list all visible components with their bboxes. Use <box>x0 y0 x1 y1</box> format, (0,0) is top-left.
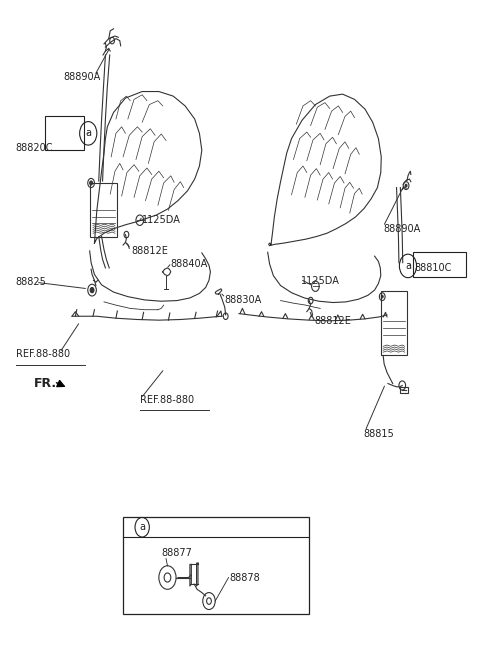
Text: 88840A: 88840A <box>171 259 208 269</box>
Bar <box>123 518 309 614</box>
Text: 88877: 88877 <box>161 548 192 558</box>
Circle shape <box>381 295 383 298</box>
Text: 88890A: 88890A <box>63 72 101 81</box>
Text: 1125DA: 1125DA <box>301 276 340 286</box>
Text: 88825: 88825 <box>16 277 47 287</box>
Text: 88830A: 88830A <box>225 295 262 305</box>
Bar <box>400 387 408 394</box>
Text: 88815: 88815 <box>363 429 394 439</box>
Bar <box>90 183 117 237</box>
Text: REF.88-880: REF.88-880 <box>16 349 70 359</box>
Text: a: a <box>139 522 145 532</box>
Text: FR.: FR. <box>34 377 57 390</box>
Circle shape <box>90 181 93 185</box>
Circle shape <box>90 287 94 293</box>
Text: a: a <box>85 129 91 138</box>
Text: 88890A: 88890A <box>383 224 420 234</box>
Text: 88810C: 88810C <box>414 263 452 273</box>
Text: 1125DA: 1125DA <box>142 215 181 225</box>
Bar <box>413 252 466 277</box>
Text: 88878: 88878 <box>229 573 260 583</box>
Circle shape <box>405 184 407 187</box>
Bar <box>381 291 407 356</box>
Text: a: a <box>405 261 411 271</box>
Text: REF.88-880: REF.88-880 <box>140 395 194 405</box>
Text: 88812E: 88812E <box>131 246 168 256</box>
Text: 88820C: 88820C <box>16 144 53 154</box>
Bar <box>45 116 84 150</box>
Text: 88812E: 88812E <box>314 316 351 327</box>
